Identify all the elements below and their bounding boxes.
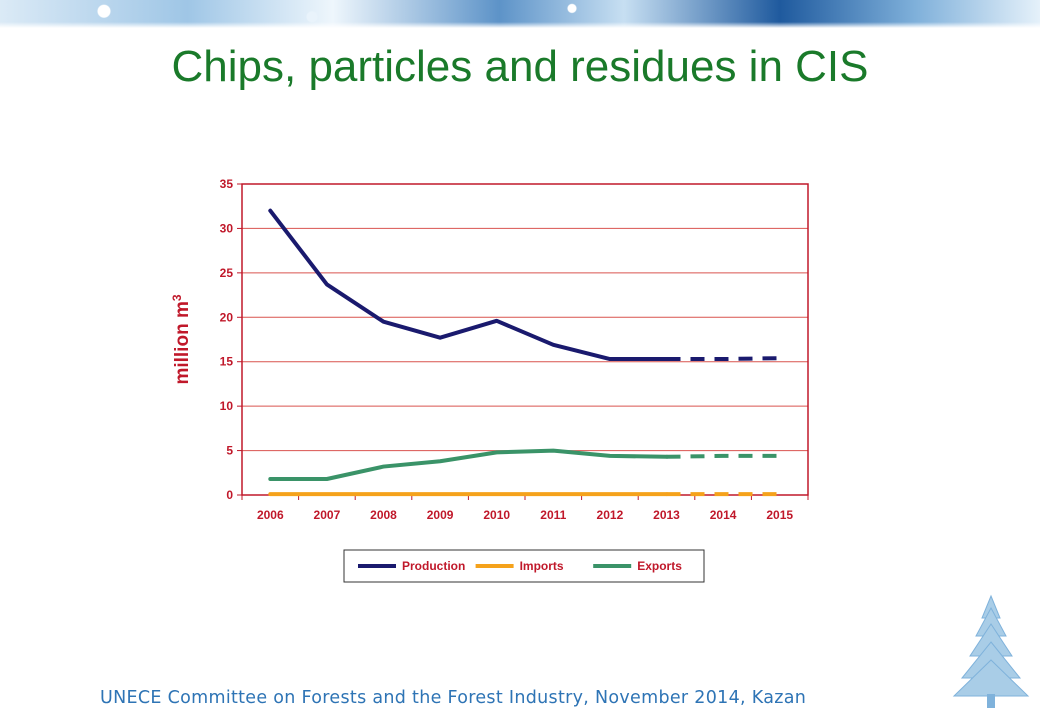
y-tick-label: 25: [220, 266, 234, 280]
legend-label: Imports: [520, 559, 564, 573]
x-tick-label: 2008: [370, 508, 397, 522]
y-tick-label: 20: [220, 310, 234, 324]
x-tick-label: 2013: [653, 508, 680, 522]
y-tick-label: 10: [220, 399, 234, 413]
y-tick-label: 15: [220, 355, 234, 369]
series-forecast-production: [666, 356, 780, 362]
line-chart: 0 5 10 15 20 25 30 35 2006 2007 2008 2009 2010 2011 20…: [170, 177, 809, 583]
y-tick-label: 30: [220, 221, 234, 235]
tree-logo-icon: [952, 594, 1030, 708]
y-tick-label: 0: [226, 488, 233, 502]
legend: [343, 549, 705, 583]
series-forecast-exports: [666, 453, 780, 459]
page-title: Chips, particles and residues in CIS: [171, 42, 869, 91]
series-line-production: [268, 208, 669, 362]
legend-label: Exports: [637, 559, 682, 573]
x-tick-label: 2010: [483, 508, 510, 522]
x-tick-label: 2009: [427, 508, 454, 522]
plot-area: [241, 183, 809, 496]
y-axis-label: million m3: [170, 294, 193, 384]
x-tick-label: 2006: [257, 508, 284, 522]
series-line-exports: [268, 448, 669, 482]
legend-label: Production: [402, 559, 465, 573]
y-tick-label: 5: [226, 444, 233, 458]
header-banner: [0, 0, 1040, 28]
x-tick-label: 2011: [540, 508, 566, 522]
y-tick-label: 35: [220, 177, 234, 191]
x-tick-label: 2015: [766, 508, 793, 522]
x-tick-label: 2007: [314, 508, 341, 522]
x-tick-label: 2014: [710, 508, 737, 522]
footer-text: UNECE Committee on Forests and the Fores…: [100, 688, 807, 708]
x-tick-label: 2012: [597, 508, 624, 522]
